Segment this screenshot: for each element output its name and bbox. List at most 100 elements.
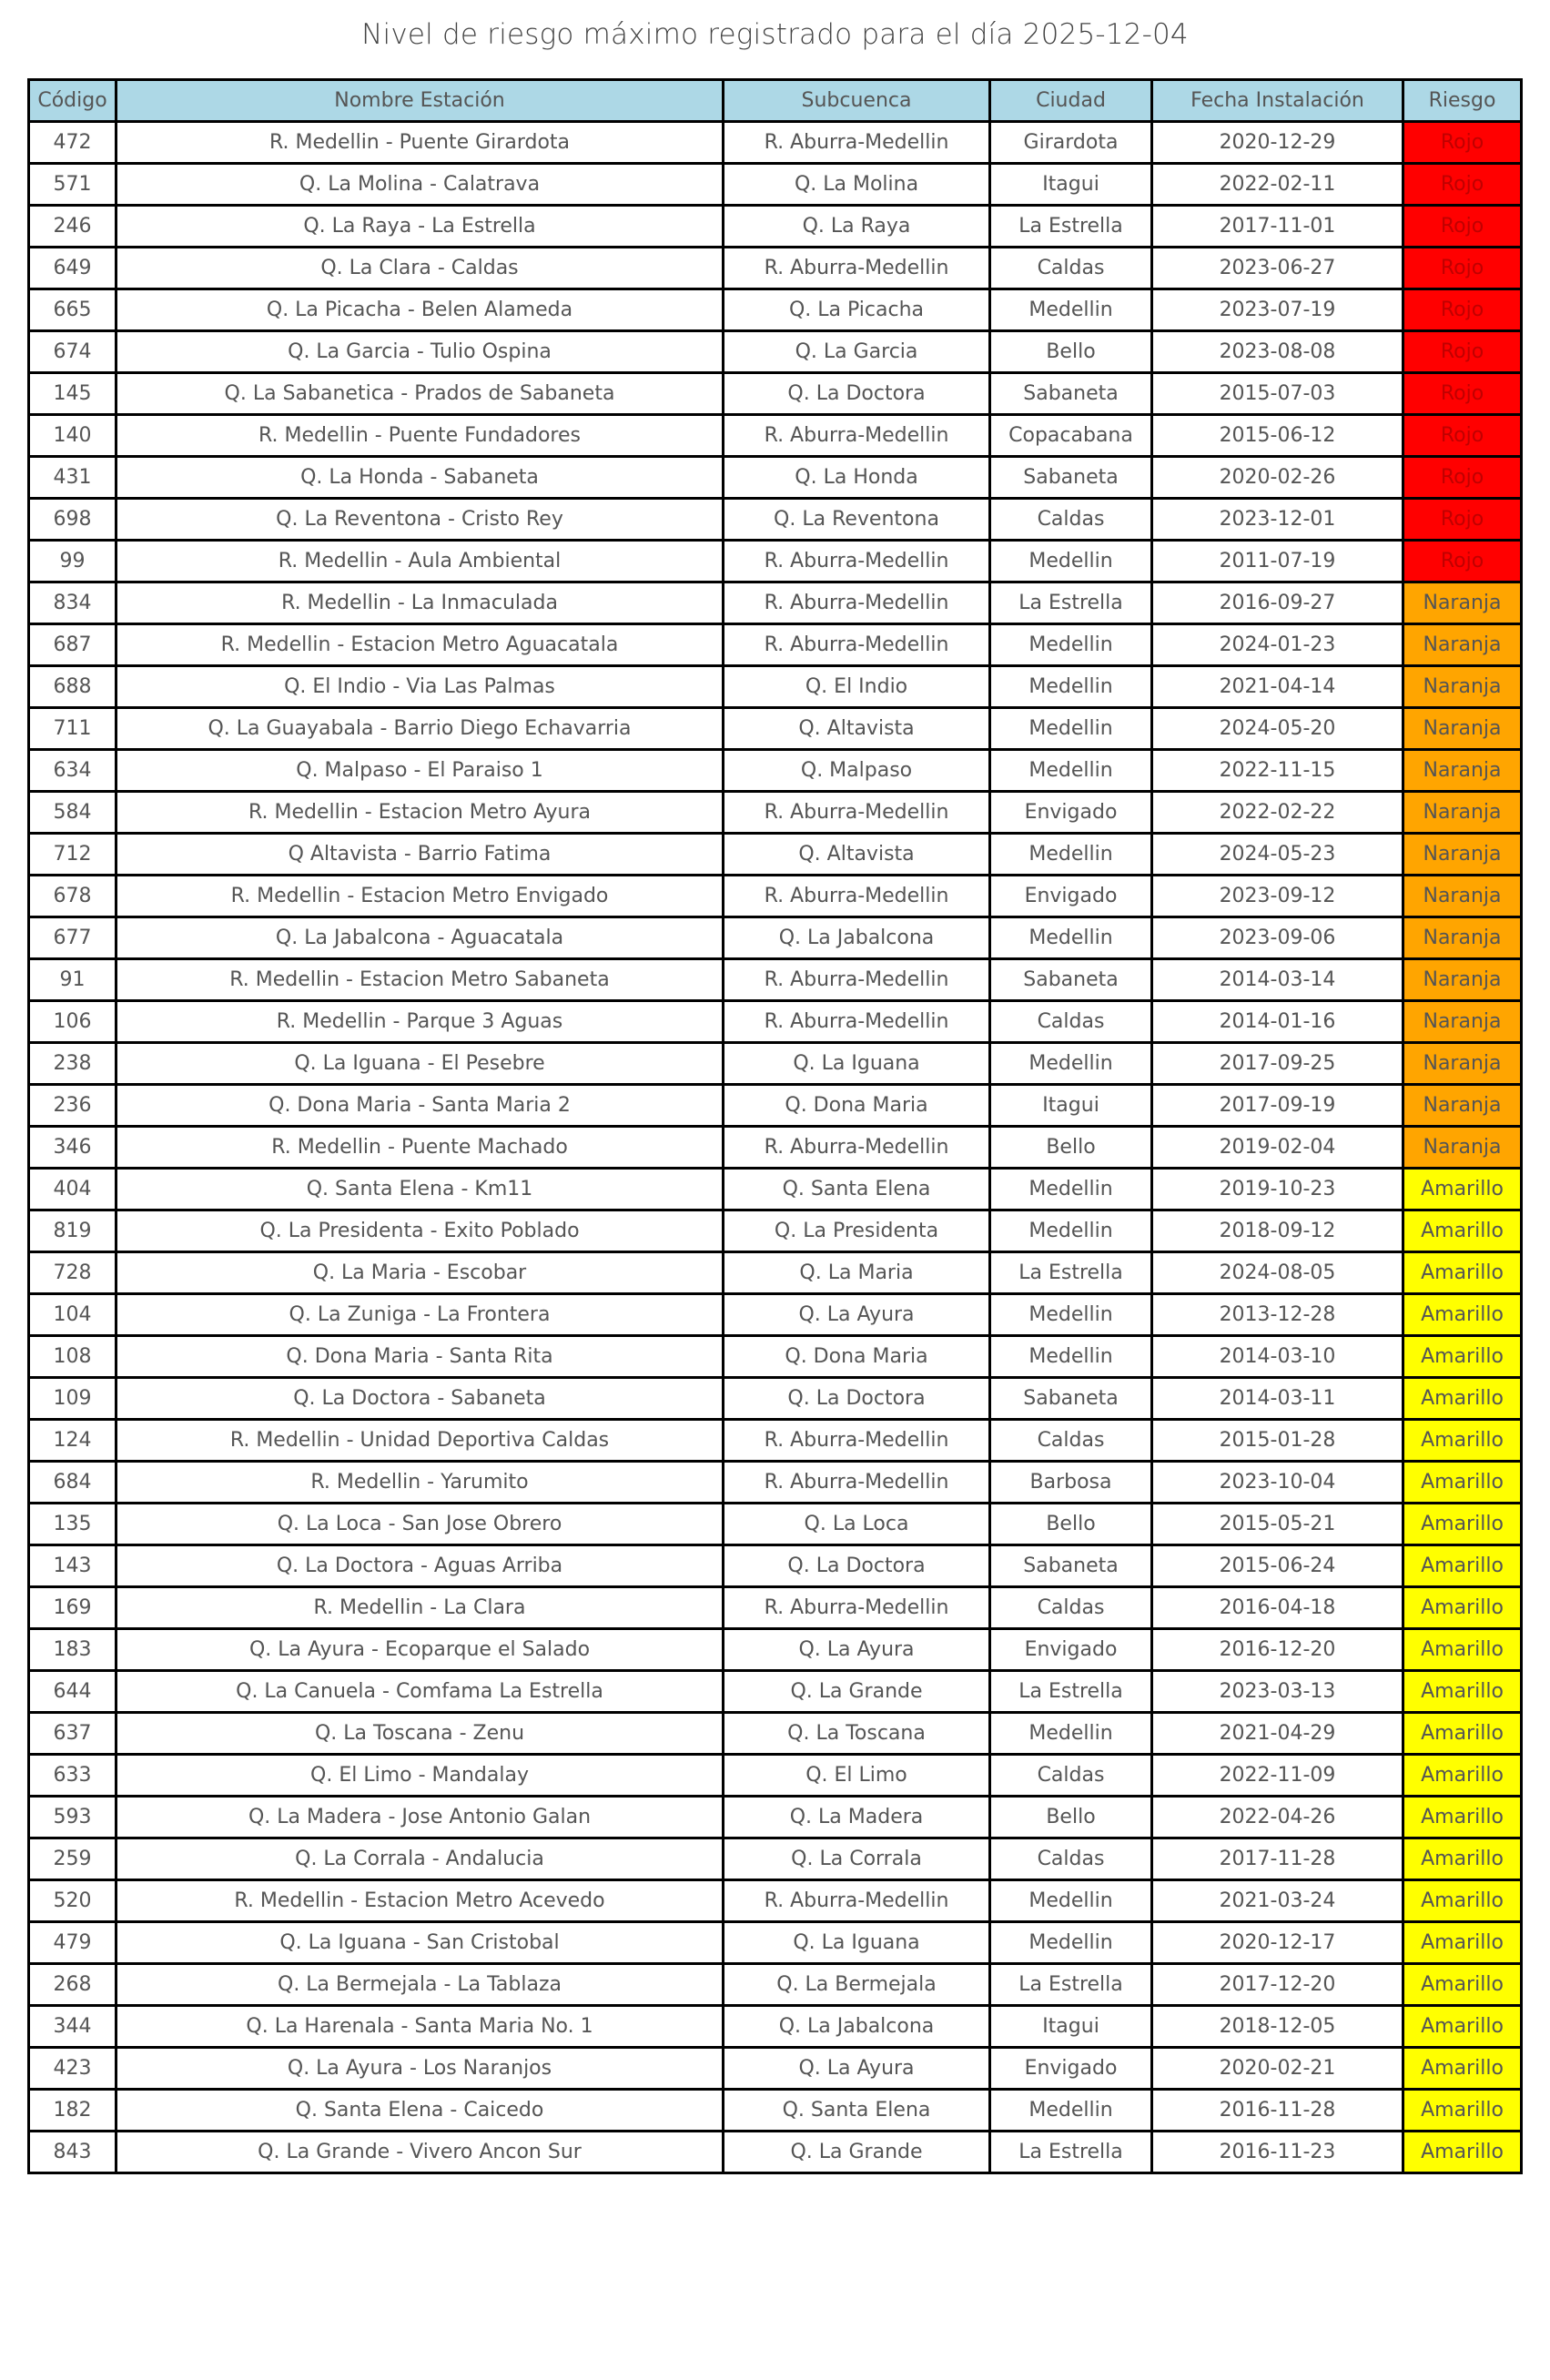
cell-riesgo: Amarillo	[1402, 2046, 1523, 2091]
cell-nombre-estacion: R. Medellin - Puente Machado	[115, 1125, 724, 1170]
table-row: 124 R. Medellin - Unidad Deportiva Caldas…	[27, 1418, 1523, 1463]
table-row: 145 Q. La Sabanetica - Prados de Sabaneta…	[27, 371, 1523, 416]
cell-subcuenca: R. Aburra-Medellin	[722, 120, 991, 165]
cell-ciudad: La Estrella	[988, 204, 1153, 248]
header-fecha-instalacion: Fecha Instalación	[1150, 78, 1404, 123]
cell-fecha-instalacion: 2021-03-24	[1150, 1879, 1404, 1923]
cell-codigo: 268	[27, 1962, 117, 2007]
cell-subcuenca: Q. El Indio	[722, 664, 991, 709]
cell-subcuenca: Q. La Reventona	[722, 497, 991, 542]
cell-riesgo: Amarillo	[1402, 1251, 1523, 1295]
cell-riesgo: Naranja	[1402, 874, 1523, 918]
cell-riesgo: Amarillo	[1402, 1167, 1523, 1211]
cell-fecha-instalacion: 2016-12-20	[1150, 1627, 1404, 1672]
cell-riesgo: Naranja	[1402, 790, 1523, 835]
cell-nombre-estacion: Q. Dona Maria - Santa Maria 2	[115, 1083, 724, 1128]
cell-riesgo: Rojo	[1402, 539, 1523, 583]
table-row: 479 Q. La Iguana - San Cristobal Q. La Igu…	[27, 1920, 1523, 1965]
cell-codigo: 259	[27, 1837, 117, 1881]
cell-codigo: 99	[27, 539, 117, 583]
cell-nombre-estacion: R. Medellin - Estacion Metro Ayura	[115, 790, 724, 835]
cell-subcuenca: R. Aburra-Medellin	[722, 413, 991, 458]
cell-subcuenca: Q. La Honda	[722, 455, 991, 500]
cell-subcuenca: Q. La Ayura	[722, 1627, 991, 1672]
cell-codigo: 633	[27, 1753, 117, 1798]
table-row: 674 Q. La Garcia - Tulio Ospina Q. La Garc…	[27, 329, 1523, 374]
cell-subcuenca: Q. La Raya	[722, 204, 991, 248]
cell-ciudad: Medellin	[988, 832, 1153, 876]
cell-fecha-instalacion: 2016-09-27	[1150, 581, 1404, 625]
cell-codigo: 728	[27, 1251, 117, 1295]
cell-subcuenca: R. Aburra-Medellin	[722, 874, 991, 918]
cell-nombre-estacion: R. Medellin - Parque 3 Aguas	[115, 999, 724, 1044]
cell-subcuenca: Q. La Doctora	[722, 1376, 991, 1421]
cell-ciudad: Medellin	[988, 1334, 1153, 1379]
cell-nombre-estacion: Q. La Harenala - Santa Maria No. 1	[115, 2004, 724, 2049]
cell-subcuenca: R. Aburra-Medellin	[722, 1418, 991, 1463]
cell-ciudad: Medellin	[988, 1879, 1153, 1923]
header-riesgo: Riesgo	[1402, 78, 1523, 123]
cell-ciudad: Medellin	[988, 1711, 1153, 1756]
cell-subcuenca: Q. La Ayura	[722, 2046, 991, 2091]
cell-riesgo: Naranja	[1402, 623, 1523, 667]
cell-riesgo: Amarillo	[1402, 2004, 1523, 2049]
cell-riesgo: Naranja	[1402, 999, 1523, 1044]
cell-nombre-estacion: Q. La Bermejala - La Tablaza	[115, 1962, 724, 2007]
cell-fecha-instalacion: 2022-02-22	[1150, 790, 1404, 835]
table-row: 728 Q. La Maria - Escobar Q. La Maria La Es…	[27, 1251, 1523, 1295]
cell-riesgo: Amarillo	[1402, 2130, 1523, 2174]
cell-riesgo: Rojo	[1402, 162, 1523, 207]
cell-nombre-estacion: Q. El Limo - Mandalay	[115, 1753, 724, 1798]
risk-table: Código Nombre Estación Subcuenca Ciudad …	[27, 78, 1523, 2174]
cell-nombre-estacion: R. Medellin - Estacion Metro Envigado	[115, 874, 724, 918]
cell-riesgo: Rojo	[1402, 288, 1523, 332]
cell-riesgo: Amarillo	[1402, 1502, 1523, 1546]
cell-riesgo: Amarillo	[1402, 1837, 1523, 1881]
cell-ciudad: Medellin	[988, 1167, 1153, 1211]
cell-nombre-estacion: R. Medellin - Yarumito	[115, 1460, 724, 1504]
cell-subcuenca: Q. La Maria	[722, 1251, 991, 1295]
cell-nombre-estacion: R. Medellin - Puente Fundadores	[115, 413, 724, 458]
cell-codigo: 674	[27, 329, 117, 374]
cell-riesgo: Rojo	[1402, 413, 1523, 458]
cell-riesgo: Amarillo	[1402, 1711, 1523, 1756]
cell-ciudad: Medellin	[988, 1209, 1153, 1253]
table-header-row: Código Nombre Estación Subcuenca Ciudad …	[27, 78, 1523, 123]
cell-codigo: 584	[27, 790, 117, 835]
cell-nombre-estacion: Q. La Molina - Calatrava	[115, 162, 724, 207]
cell-nombre-estacion: Q. La Reventona - Cristo Rey	[115, 497, 724, 542]
cell-fecha-instalacion: 2014-03-10	[1150, 1334, 1404, 1379]
cell-codigo: 236	[27, 1083, 117, 1128]
table-row: 104 Q. La Zuniga - La Frontera Q. La Ayura…	[27, 1292, 1523, 1337]
cell-subcuenca: R. Aburra-Medellin	[722, 957, 991, 1002]
cell-riesgo: Amarillo	[1402, 1334, 1523, 1379]
cell-fecha-instalacion: 2017-09-25	[1150, 1041, 1404, 1086]
cell-fecha-instalacion: 2019-02-04	[1150, 1125, 1404, 1170]
cell-ciudad: Medellin	[988, 2088, 1153, 2132]
cell-subcuenca: R. Aburra-Medellin	[722, 1125, 991, 1170]
cell-ciudad: Bello	[988, 329, 1153, 374]
cell-nombre-estacion: Q. La Picacha - Belen Alameda	[115, 288, 724, 332]
cell-nombre-estacion: Q. La Jabalcona - Aguacatala	[115, 916, 724, 960]
cell-codigo: 135	[27, 1502, 117, 1546]
header-codigo: Código	[27, 78, 117, 123]
cell-riesgo: Amarillo	[1402, 2088, 1523, 2132]
cell-nombre-estacion: R. Medellin - Estacion Metro Sabaneta	[115, 957, 724, 1002]
cell-ciudad: Caldas	[988, 497, 1153, 542]
cell-fecha-instalacion: 2014-01-16	[1150, 999, 1404, 1044]
cell-subcuenca: R. Aburra-Medellin	[722, 1879, 991, 1923]
cell-codigo: 819	[27, 1209, 117, 1253]
table-row: 677 Q. La Jabalcona - Aguacatala Q. La Jab…	[27, 916, 1523, 960]
cell-subcuenca: Q. El Limo	[722, 1753, 991, 1798]
cell-nombre-estacion: Q. La Maria - Escobar	[115, 1251, 724, 1295]
cell-riesgo: Naranja	[1402, 1041, 1523, 1086]
table-row: 649 Q. La Clara - Caldas R. Aburra-Medelli…	[27, 246, 1523, 290]
cell-ciudad: Girardota	[988, 120, 1153, 165]
cell-nombre-estacion: Q. La Guayabala - Barrio Diego Echavarri…	[115, 706, 724, 751]
cell-ciudad: Medellin	[988, 748, 1153, 793]
table-row: 819 Q. La Presidenta - Exito Poblado Q. La…	[27, 1209, 1523, 1253]
cell-riesgo: Naranja	[1402, 916, 1523, 960]
cell-nombre-estacion: Q. El Indio - Via Las Palmas	[115, 664, 724, 709]
cell-riesgo: Rojo	[1402, 120, 1523, 165]
table-row: 182 Q. Santa Elena - Caicedo Q. Santa Elen…	[27, 2088, 1523, 2132]
